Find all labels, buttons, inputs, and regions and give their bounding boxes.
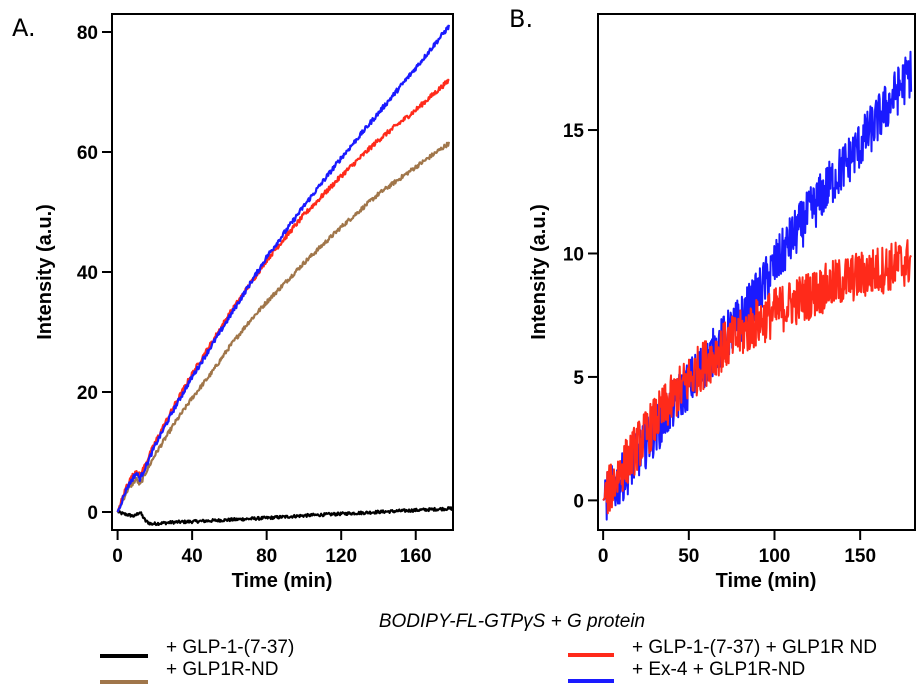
panel-b-x-tick-label: 100 — [759, 546, 791, 567]
panel-b-series-2-line — [602, 239, 912, 515]
panel-a-y-tick-label: 80 — [77, 23, 98, 44]
legend-label-1: + GLP-1-(7-37) — [166, 637, 294, 658]
panel-a-x-tick-label: 0 — [112, 546, 123, 567]
legend: BODIPY-FL-GTPγS + G protein + GLP-1-(7-3… — [100, 611, 877, 684]
panel-b-label: B. — [509, 5, 533, 33]
panel-a-series-2-line — [116, 141, 450, 513]
panel-b-y-tick-label: 5 — [573, 368, 584, 389]
panel-a-series-group — [116, 24, 454, 527]
panel-b-plot-frame — [597, 13, 916, 531]
panel-a-x-tick-label: 80 — [256, 546, 277, 567]
panel-a-x-tick-label: 120 — [325, 546, 357, 567]
panel-a-x-axis-title: Time (min) — [232, 570, 333, 592]
panel-a-series-4-line — [116, 24, 450, 513]
panel-b-ticks: 0 50 100 150 0 5 10 15 — [563, 121, 876, 567]
panel-a: A. 0 40 80 120 160 0 20 40 60 80 Time (min) Inten… — [12, 13, 454, 592]
panel-a-x-tick-label: 160 — [400, 546, 432, 567]
panel-b-x-tick-label: 150 — [844, 546, 876, 567]
panel-a-y-tick-label: 60 — [77, 143, 98, 164]
panel-a-x-tick-label: 40 — [182, 546, 203, 567]
panel-a-label: A. — [12, 14, 36, 42]
panel-a-y-tick-label: 20 — [77, 383, 98, 404]
legend-title: BODIPY-FL-GTPγS + G protein — [379, 611, 645, 632]
panel-a-y-tick-label: 0 — [87, 503, 98, 524]
panel-b: B. 0 50 100 150 0 5 10 15 Time (min) Intensity … — [509, 5, 916, 592]
panel-b-x-tick-label: 50 — [678, 546, 699, 567]
panel-a-y-axis-title: Intensity (a.u.) — [34, 204, 56, 340]
panel-b-x-tick-label: 0 — [598, 546, 609, 567]
panel-b-y-tick-label: 15 — [563, 121, 585, 142]
panel-a-y-tick-label: 40 — [77, 263, 98, 284]
legend-label-3: + GLP-1-(7-37) + GLP1R ND — [632, 637, 877, 658]
panel-a-series-1-line — [117, 506, 454, 527]
panel-b-series-group — [602, 50, 913, 521]
panel-b-y-tick-label: 10 — [563, 244, 584, 265]
panel-a-series-3-line — [116, 78, 450, 513]
legend-label-4: + Ex-4 + GLP1R-ND — [632, 659, 805, 680]
panel-a-ticks: 0 40 80 120 160 0 20 40 60 80 — [77, 23, 432, 567]
panel-b-y-axis-title: Intensity (a.u.) — [528, 204, 550, 340]
panel-b-y-tick-label: 0 — [573, 491, 584, 512]
panel-a-plot-frame — [111, 13, 454, 531]
panel-b-x-axis-title: Time (min) — [716, 570, 817, 592]
legend-label-2: + GLP1R-ND — [166, 659, 278, 680]
